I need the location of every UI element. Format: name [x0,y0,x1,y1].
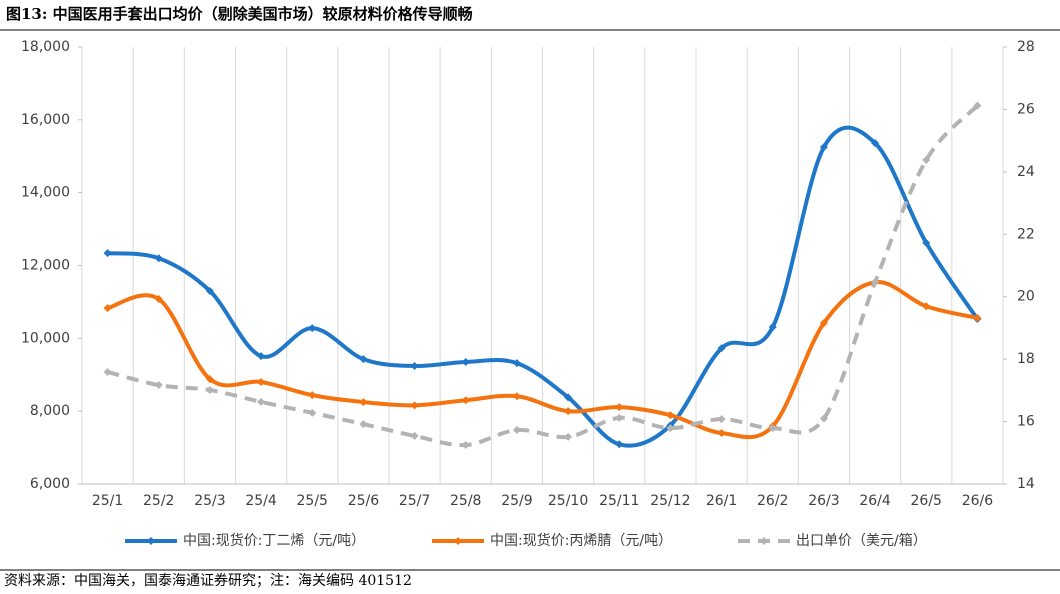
point [154,254,163,263]
y-tick-label: 16,000 [21,112,70,128]
point [922,238,931,247]
x-tick-label: 26/1 [706,493,737,509]
legend-marker [760,537,768,545]
point [615,413,624,422]
point [410,431,419,440]
point [666,411,675,420]
source: 资料来源：中国海关，国泰海通证券研究；注：海关编码 401512 [4,573,412,589]
point [308,324,317,333]
y2-tick-label: 14 [1017,476,1035,492]
point [308,391,317,400]
point [103,367,112,376]
y2-tick-label: 16 [1017,414,1035,430]
point [205,375,214,384]
point [871,139,880,148]
point [103,249,112,258]
x-tick-label: 26/4 [859,493,891,509]
point [615,403,624,412]
y-tick-label: 6,000 [30,476,70,492]
point [973,313,982,322]
y2-tick-label: 24 [1017,164,1035,180]
y2-tick-label: 22 [1017,226,1035,242]
point [461,396,470,405]
x-tick-label: 26/5 [911,493,942,509]
point [257,352,266,361]
point [205,286,214,295]
y-tick-label: 14,000 [21,185,70,201]
point [359,420,368,429]
point [717,429,726,438]
x-tick-label: 25/5 [297,493,328,509]
point [768,323,777,332]
point [308,408,317,417]
y2-tick-label: 18 [1017,351,1035,367]
chart-title: 图13: 中国医用手套出口均价（剔除美国市场）较原材料价格传导顺畅 [6,5,473,23]
legend-label: 中国:现货价:丙烯腈（元/吨） [490,532,672,549]
x-tick-label: 25/3 [194,493,225,509]
y-tick-label: 12,000 [21,258,70,274]
point [154,295,163,304]
point [819,319,828,328]
point [257,378,266,387]
y-tick-label: 18,000 [21,39,70,55]
point [973,101,982,110]
point [871,278,880,287]
x-tick-label: 25/7 [399,493,430,509]
point [819,414,828,423]
x-tick-label: 25/11 [599,493,639,509]
legend-label: 出口单价（美元/箱） [796,533,927,549]
x-tick-label: 26/6 [962,493,994,509]
x-tick-label: 25/10 [548,493,588,509]
x-tick-label: 26/2 [757,493,788,509]
point [461,440,470,449]
point [512,425,521,434]
x-tick-label: 25/2 [143,493,174,509]
y2-tick-label: 20 [1017,289,1035,305]
point [359,355,368,364]
y-tick-label: 10,000 [21,330,70,346]
point [359,398,368,407]
y-tick-label: 8,000 [30,403,70,419]
x-tick-label: 25/4 [245,493,277,509]
point [564,393,573,402]
point [564,407,573,416]
x-tick-label: 25/1 [92,493,123,509]
x-tick-label: 25/6 [348,493,380,509]
point [922,155,931,164]
point [410,401,419,410]
point [205,386,214,395]
point [103,304,112,313]
legend-label: 中国:现货价:丁二烯（元/吨） [183,532,365,549]
point [512,392,521,401]
y2-tick-label: 28 [1017,39,1035,55]
point [819,143,828,152]
x-tick-label: 25/9 [501,493,532,509]
point [257,397,266,406]
series-line [106,280,978,440]
point [564,432,573,441]
point [512,359,521,368]
legend-marker [147,537,155,545]
point [768,424,777,433]
point [922,302,931,311]
y2-tick-label: 26 [1017,101,1035,117]
point [410,362,419,371]
point [615,440,624,449]
point [461,358,470,367]
point [666,424,675,433]
point [717,344,726,353]
point [154,381,163,390]
point [717,415,726,424]
x-tick-label: 25/12 [650,493,690,509]
x-tick-label: 26/3 [808,493,839,509]
x-tick-label: 25/8 [450,493,481,509]
legend-marker [454,537,462,545]
